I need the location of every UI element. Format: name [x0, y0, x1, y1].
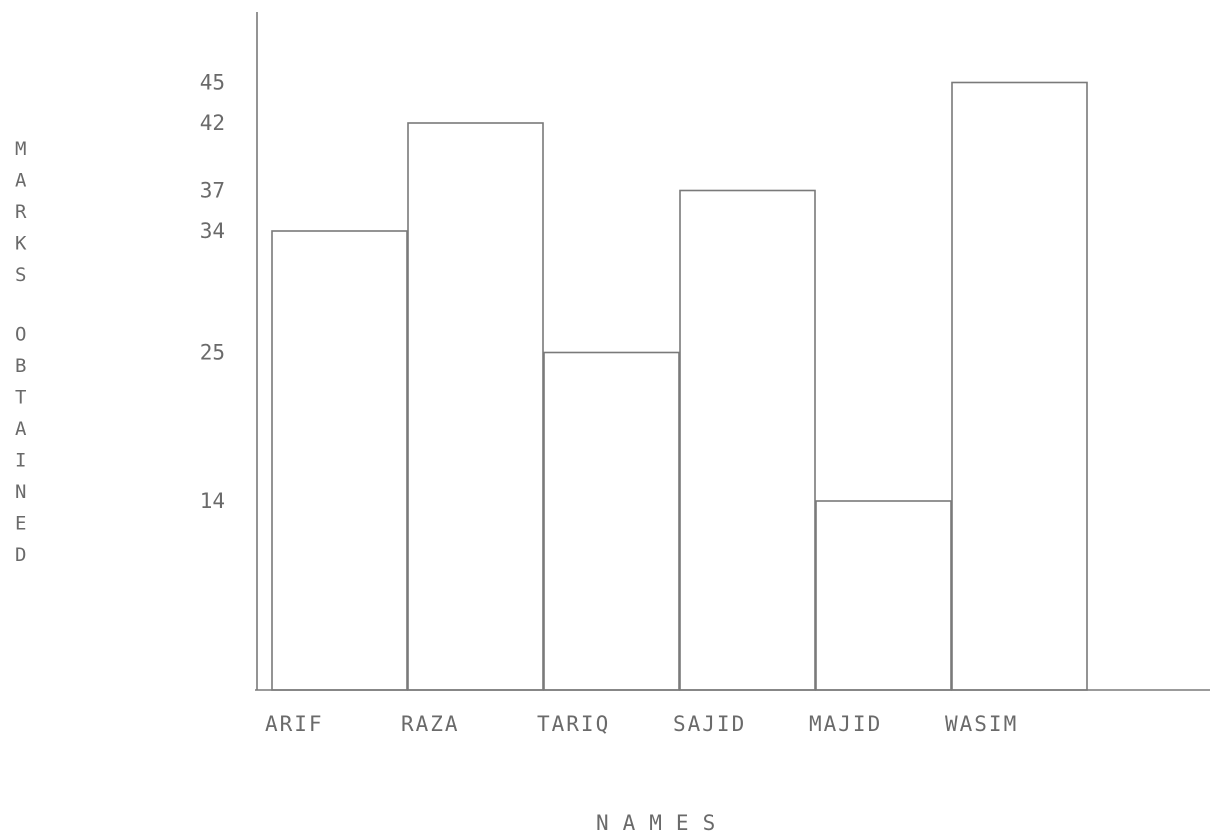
- x-category-label: RAZA: [401, 712, 460, 736]
- x-category-labels: ARIF RAZA TARIQ SAJID MAJID WASIM: [265, 712, 1018, 736]
- y-tick-labels: 45 42 37 34 25 14: [200, 71, 225, 514]
- y-axis-label: M A R K S O B T A I N E D: [15, 138, 27, 566]
- bar-wasim: [951, 81, 1088, 691]
- y-tick-label: 34: [200, 219, 225, 243]
- bar-majid: [815, 500, 952, 691]
- bars-group: [271, 81, 1088, 691]
- y-tick-label: 14: [200, 489, 225, 513]
- bar-sajid: [679, 189, 816, 691]
- y-tick-label: 37: [200, 179, 225, 203]
- x-category-label: SAJID: [673, 712, 746, 736]
- bar-arif: [271, 230, 408, 691]
- x-category-label: TARIQ: [537, 712, 610, 736]
- y-tick-label: 45: [200, 71, 225, 95]
- x-category-label: ARIF: [265, 712, 324, 736]
- x-category-label: MAJID: [809, 712, 882, 736]
- bar-tariq: [543, 351, 680, 691]
- x-category-label: WASIM: [945, 712, 1018, 736]
- y-tick-label: 25: [200, 341, 225, 365]
- x-axis-label: NAMES: [596, 811, 729, 835]
- y-tick-label: 42: [200, 111, 225, 135]
- bar-raza: [407, 122, 544, 691]
